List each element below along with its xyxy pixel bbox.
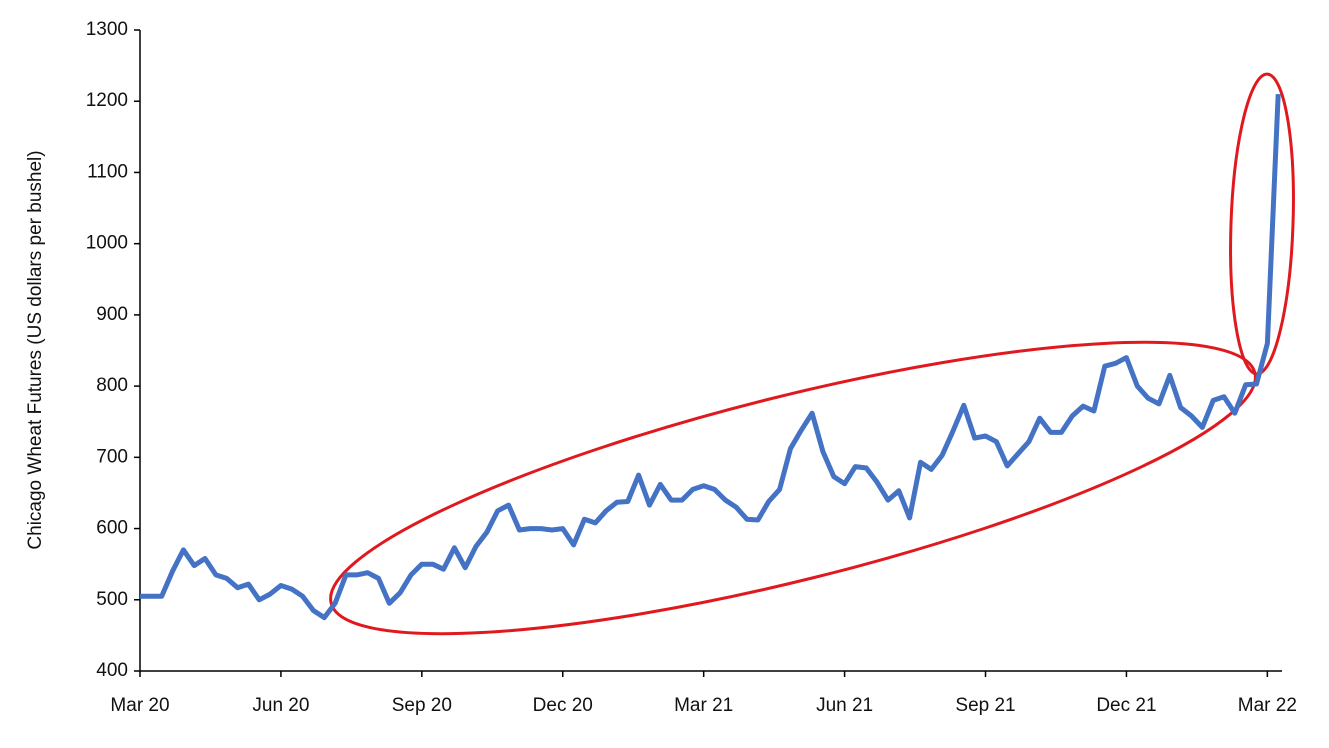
y-tick-label: 900 <box>96 304 128 325</box>
y-tick-label: 400 <box>96 660 128 681</box>
y-tick-label: 1100 <box>87 161 128 182</box>
y-axis-label: Chicago Wheat Futures (US dollars per bu… <box>25 150 46 549</box>
y-tick-label: 500 <box>96 589 128 610</box>
x-tick-label: Sep 20 <box>392 695 452 716</box>
y-tick-label: 1200 <box>86 90 128 111</box>
annotation-ellipse <box>329 340 1257 636</box>
y-tick-label: 600 <box>96 518 128 539</box>
x-tick-label: Mar 22 <box>1238 695 1297 716</box>
x-tick-label: Jun 20 <box>252 695 309 716</box>
x-tick-label: Dec 20 <box>533 695 593 716</box>
y-tick-label: 1000 <box>86 233 128 254</box>
y-tick-label: 1300 <box>86 19 128 40</box>
x-tick-label: Mar 20 <box>110 695 169 716</box>
x-tick-label: Dec 21 <box>1096 695 1156 716</box>
x-tick-label: Mar 21 <box>674 695 733 716</box>
y-tick-label: 700 <box>96 446 128 467</box>
x-tick-label: Jun 21 <box>816 695 873 716</box>
annotation-ellipse <box>1229 72 1295 376</box>
x-tick-label: Sep 21 <box>955 695 1015 716</box>
y-tick-label: 800 <box>96 375 128 396</box>
data-line <box>140 93 1281 621</box>
